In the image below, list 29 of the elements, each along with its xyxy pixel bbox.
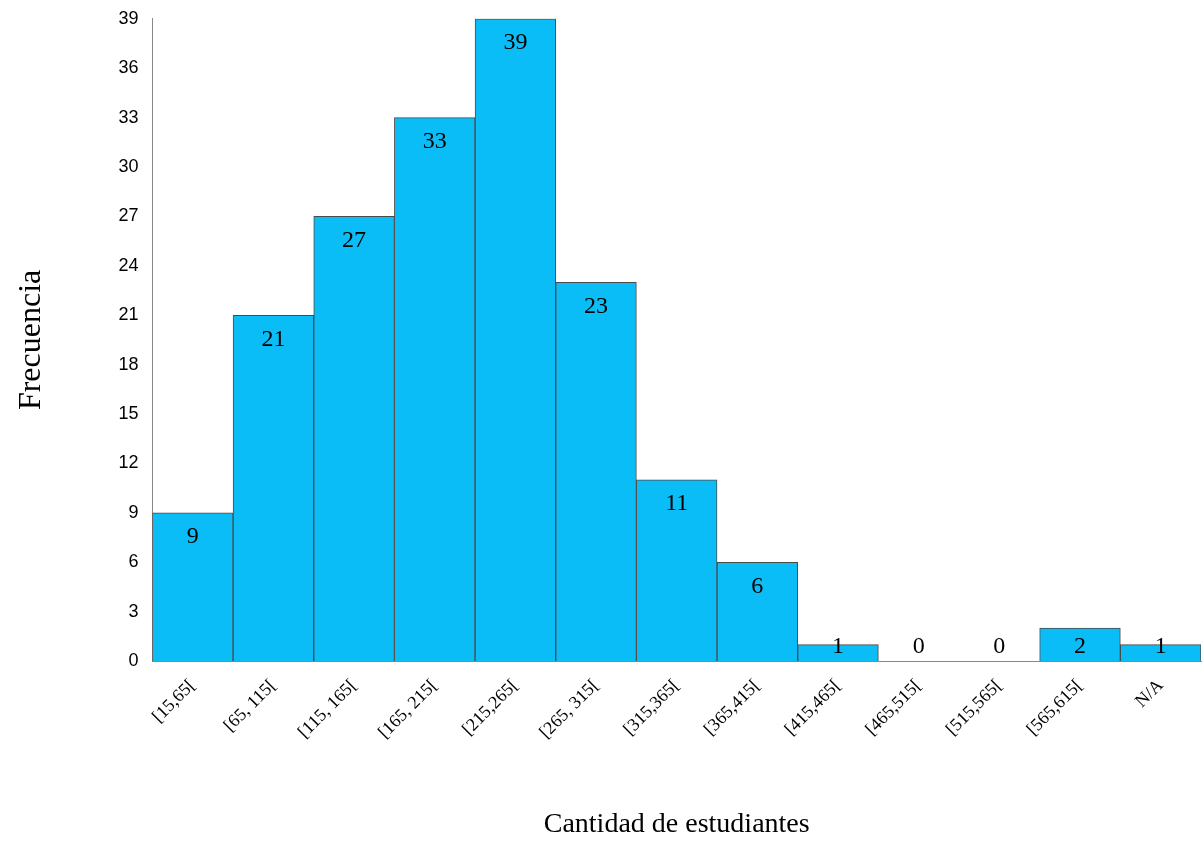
y-tick-label: 15 <box>118 403 139 424</box>
x-axis-title: Cantidad de estudiantes <box>543 806 810 838</box>
y-tick-label: 27 <box>118 205 139 226</box>
data-label: 0 <box>993 632 1006 659</box>
y-axis-title: Frecuencia <box>10 269 47 411</box>
y-tick-label: 39 <box>118 7 139 28</box>
data-label: 11 <box>665 489 689 516</box>
data-label: 39 <box>503 28 528 55</box>
y-tick-label: 0 <box>128 650 139 671</box>
data-label: 27 <box>342 225 367 252</box>
data-label: 21 <box>261 324 286 351</box>
y-tick-label: 21 <box>118 304 139 325</box>
y-tick-label: 33 <box>118 106 139 127</box>
y-tick-label: 24 <box>118 254 139 275</box>
data-label: 2 <box>1074 632 1087 659</box>
y-tick-label: 12 <box>118 452 139 473</box>
data-label: 9 <box>186 522 199 549</box>
y-tick-label: 36 <box>118 57 139 78</box>
y-tick-label: 3 <box>128 600 139 621</box>
y-tick-label: 30 <box>118 155 139 176</box>
x-tick-label: N/A <box>1130 674 1167 711</box>
data-label: 23 <box>584 291 609 318</box>
x-tick-label: [65, 115[ <box>219 674 280 736</box>
data-label: 0 <box>912 632 925 659</box>
y-tick-label: 9 <box>128 501 139 522</box>
data-label: 6 <box>751 571 764 598</box>
y-tick-label: 18 <box>118 353 139 374</box>
y-tick-label: 6 <box>128 551 139 572</box>
data-label: 33 <box>422 126 447 153</box>
